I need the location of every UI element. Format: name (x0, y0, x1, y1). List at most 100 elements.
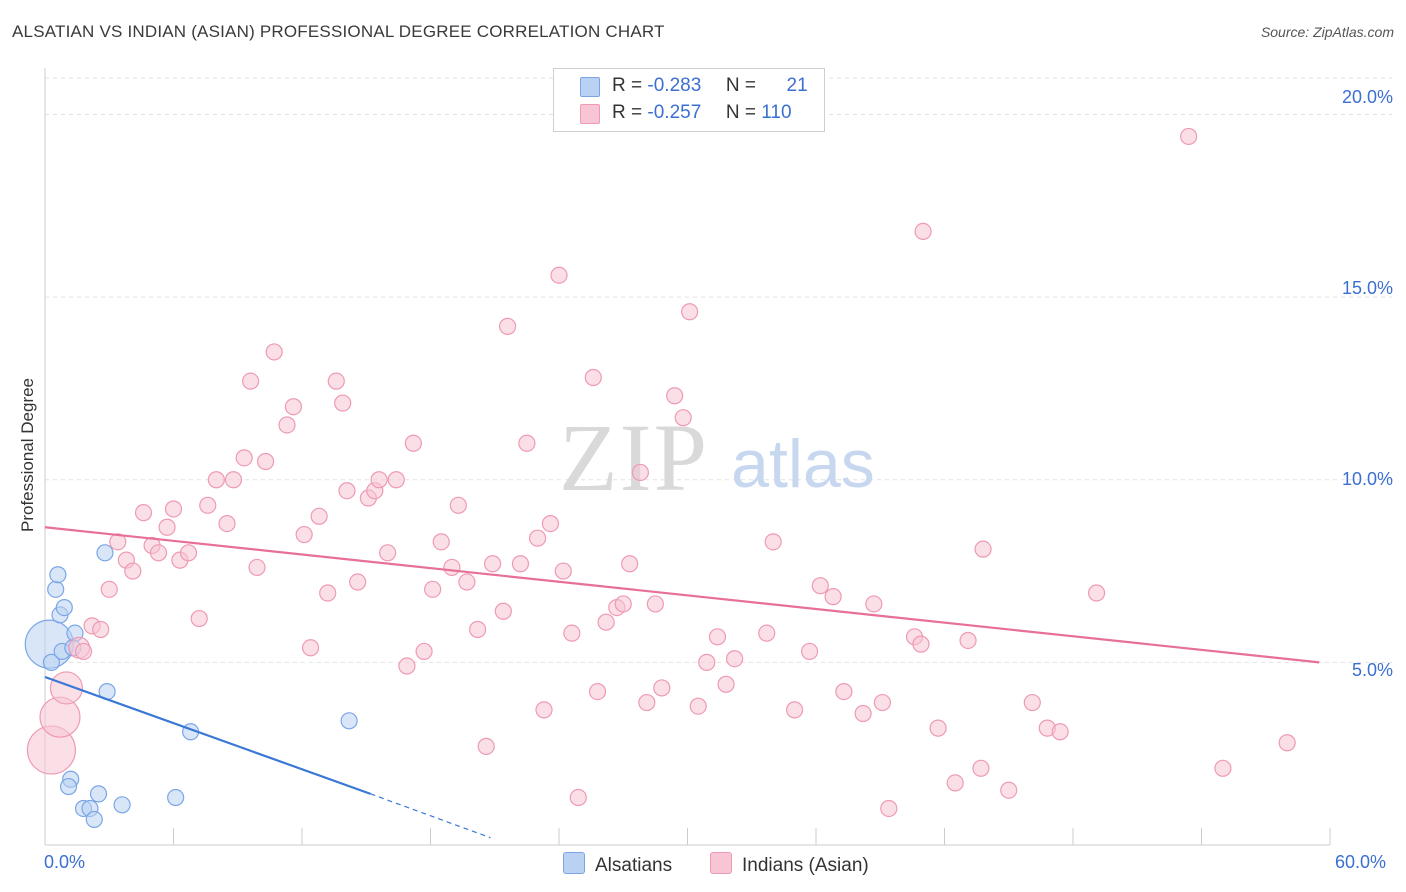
indians-point (207, 471, 225, 489)
indians-point (443, 558, 461, 577)
x-tick-label-min: 0.0% (44, 852, 86, 872)
indians-point (74, 642, 93, 661)
indians-point (689, 697, 707, 715)
indians-point (49, 671, 84, 705)
indians-point (597, 613, 615, 631)
alsatians-point (49, 566, 67, 584)
indians-point (310, 507, 328, 525)
indians-point (484, 555, 502, 573)
indians-point (265, 343, 283, 361)
legend-r-value: -0.283 (647, 75, 702, 96)
indians-point (319, 584, 337, 602)
alsatians-point (340, 712, 358, 730)
indians-point (349, 573, 367, 591)
indians-point (811, 577, 829, 595)
indians-point (674, 409, 692, 427)
indians-point (424, 580, 442, 598)
indians-point (550, 266, 568, 284)
indians-point (1051, 723, 1069, 741)
indians-point (1278, 734, 1296, 752)
indians-point (764, 533, 782, 551)
indians-point (164, 500, 183, 518)
alsatians-point (59, 777, 78, 796)
bottom-legend-swatch-alsatians (563, 852, 585, 874)
y-tick-label: 20.0% (1341, 87, 1393, 107)
alsatians-point (96, 544, 114, 562)
indians-point (432, 533, 450, 551)
alsatians-point (55, 598, 73, 617)
indians-point (912, 635, 930, 653)
indians-point (614, 595, 632, 613)
y-axis-title: Professional Degree (18, 377, 37, 533)
legend-n-value: 21 (786, 75, 808, 96)
indians-point (1180, 127, 1198, 146)
indians-point (972, 759, 990, 777)
watermark: ZIP atlas (559, 404, 875, 511)
bottom-legend-alsatians: Alsatians (563, 852, 672, 877)
indians-point (199, 496, 217, 514)
indians-point (708, 628, 727, 646)
alsatians-trend-line (44, 675, 371, 795)
indians-point (563, 624, 581, 642)
indians-point (338, 482, 356, 500)
indians-point (92, 620, 110, 639)
indians-point (190, 609, 208, 628)
indians-point (865, 595, 883, 613)
indians-point (398, 657, 416, 675)
indians-point (109, 533, 127, 551)
gridlines (45, 77, 1392, 663)
y-tick-label: 5.0% (1351, 660, 1393, 680)
indians-point (134, 504, 153, 522)
legend-swatch-alsatians (580, 77, 600, 97)
alsatians-point (113, 796, 131, 814)
indians-points (26, 127, 1296, 818)
legend-n-value: 110 (761, 102, 792, 123)
bottom-legend-swatch-indians (710, 852, 732, 874)
indians-point (301, 639, 320, 657)
legend-n-label: N = (725, 75, 756, 96)
bottom-legend-indians: Indians (Asian) (710, 852, 869, 877)
indians-point (100, 580, 118, 598)
alsatians-point (42, 653, 61, 671)
legend-text-indians: R = -0.257 N = 110 (612, 102, 792, 124)
indians-point (758, 624, 776, 642)
indians-point (698, 653, 716, 671)
indians-point (621, 555, 639, 573)
indians-point (824, 588, 842, 606)
indians-point (588, 682, 607, 701)
legend-r-value: -0.257 (647, 102, 702, 123)
indians-point (458, 573, 476, 591)
indians-point (800, 642, 819, 661)
indians-point (929, 719, 947, 737)
trend-lines (44, 526, 1320, 839)
indians-point (785, 701, 804, 719)
bottom-legend-label: Alsatians (595, 855, 673, 876)
indians-trend-line (44, 526, 1320, 664)
indians-point (554, 562, 572, 580)
indians-point (726, 650, 744, 668)
indians-point (256, 452, 275, 471)
alsatians-point (167, 788, 185, 807)
indians-point (235, 449, 253, 467)
indians-point (518, 434, 536, 452)
indians-point (717, 675, 735, 693)
indians-point (284, 398, 303, 416)
indians-point (873, 693, 891, 712)
indians-point (370, 471, 388, 489)
chart-title: ALSATIAN VS INDIAN (ASIAN) PROFESSIONAL … (12, 22, 665, 41)
indians-point (248, 558, 266, 577)
indians-point (835, 682, 853, 701)
indians-point (974, 540, 992, 558)
indians-point (569, 788, 587, 807)
indians-point (646, 595, 664, 613)
indians-point (499, 317, 517, 335)
indians-point (1214, 759, 1232, 777)
indians-point (681, 303, 699, 321)
indians-point (666, 387, 684, 405)
x-tick-label-max: 60.0% (1335, 852, 1387, 872)
indians-point (224, 471, 243, 489)
correlation-legend: R = -0.283 N = 21 R = -0.257 N = 110 (553, 68, 825, 132)
indians-point (638, 693, 656, 712)
indians-point (334, 394, 352, 412)
indians-point (242, 372, 260, 390)
